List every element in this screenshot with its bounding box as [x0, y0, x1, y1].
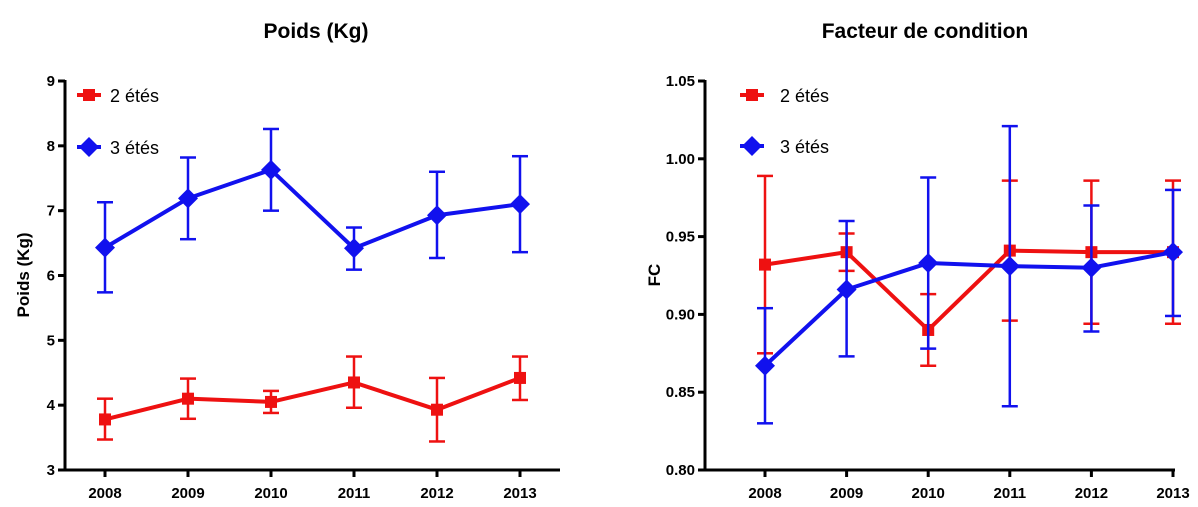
chart-1-series-1-point — [99, 413, 111, 426]
chart-1-series-1-point — [514, 371, 526, 384]
chart-2-y-tick-label: 0.80 — [666, 462, 695, 479]
chart-1-x-tick-label: 2012 — [420, 485, 453, 502]
chart-2-x-tick-label: 2012 — [1075, 485, 1108, 502]
chart-2-x-tick-label: 2013 — [1156, 485, 1189, 502]
chart-1-series-1-point — [348, 376, 360, 389]
chart-1-series-1-line — [104, 376, 521, 422]
chart-1-series-1-point — [265, 395, 277, 408]
chart-1-series-1-point — [431, 403, 443, 416]
chart-1-series-2-point — [178, 188, 198, 209]
chart-1-y-tick-label: 5 — [47, 332, 55, 349]
chart-2-series-2-line — [763, 250, 1174, 368]
chart-2-series-1-legend-marker — [746, 89, 758, 101]
chart-1-y-tick-label: 8 — [47, 138, 55, 155]
chart-2-x-tick-label: 2011 — [994, 485, 1027, 502]
chart-2-series-2-point — [1163, 242, 1183, 263]
chart-2-series-1-line — [764, 248, 1173, 332]
chart-1-y-tick-label: 6 — [47, 268, 55, 285]
chart-1-x-tick-label: 2008 — [88, 485, 121, 502]
chart-2-x-tick-label: 2010 — [912, 485, 945, 502]
chart-2-series-2-point — [755, 355, 775, 376]
chart-marks: 3 4 5 6 7 8 9 2008 2009 2010 2011 2012 2013 0.80 0.85 0… — [47, 73, 1190, 502]
chart-2-series-2-point — [999, 256, 1020, 277]
chart-2-x-tick-label: 2008 — [748, 485, 781, 502]
chart-2-legend-label-2-etes: 2 étés — [780, 86, 829, 106]
chart-1-x-tick-label: 2013 — [503, 485, 536, 502]
chart-1-y-tick-label: 4 — [47, 397, 56, 414]
chart-2-series-2-point — [918, 253, 939, 274]
chart-1-x-tick-label: 2009 — [171, 485, 204, 502]
chart-1-series-1-point — [182, 392, 194, 405]
chart-1-series-2-point — [427, 205, 447, 226]
chart-1-series-2-point — [261, 159, 281, 180]
chart-2-series-2-point — [1081, 257, 1102, 278]
chart-2-y-axis-label: FC — [645, 264, 664, 287]
chart-1-legend-label-3-etes: 3 étés — [110, 138, 159, 158]
chart-2-y-tick-label: 0.85 — [666, 384, 695, 401]
chart-2-y-tick-label: 0.95 — [666, 229, 695, 246]
chart-1-series-2-line — [103, 167, 521, 251]
chart-1-x-tick-label: 2011 — [338, 485, 371, 502]
chart-1-series-2-point — [510, 194, 530, 215]
chart-1-series-1-legend-marker — [83, 89, 95, 101]
chart-1-y-tick-label: 7 — [47, 203, 55, 220]
chart-2-y-tick-label: 1.00 — [666, 151, 695, 168]
chart-1-x-tick-label: 2010 — [254, 485, 287, 502]
chart-2-y-tick-label: 1.05 — [666, 73, 695, 90]
chart-2-series-2-legend-marker — [742, 136, 762, 156]
chart-1-y-tick-label: 9 — [47, 73, 55, 90]
chart-1-legend-label-2-etes: 2 étés — [110, 86, 159, 106]
chart-1-y-tick-label: 3 — [47, 462, 55, 479]
chart-2-legend-label-3-etes: 3 étés — [780, 137, 829, 157]
chart-2-series-1-point — [759, 258, 771, 271]
chart-2-x-tick-label: 2009 — [830, 485, 863, 502]
chart-1-y-axis-label: Poids (Kg) — [14, 233, 33, 318]
chart-2-title: Facteur de condition — [822, 20, 1029, 43]
chart-2-series-2-point — [836, 279, 857, 300]
chart-1-series-2-point — [95, 237, 115, 258]
chart-2-y-tick-label: 0.90 — [666, 306, 695, 323]
chart-1-series-2-legend-marker — [79, 137, 99, 157]
chart-1-series-2-point — [344, 238, 364, 259]
chart-1-title: Poids (Kg) — [264, 20, 369, 43]
